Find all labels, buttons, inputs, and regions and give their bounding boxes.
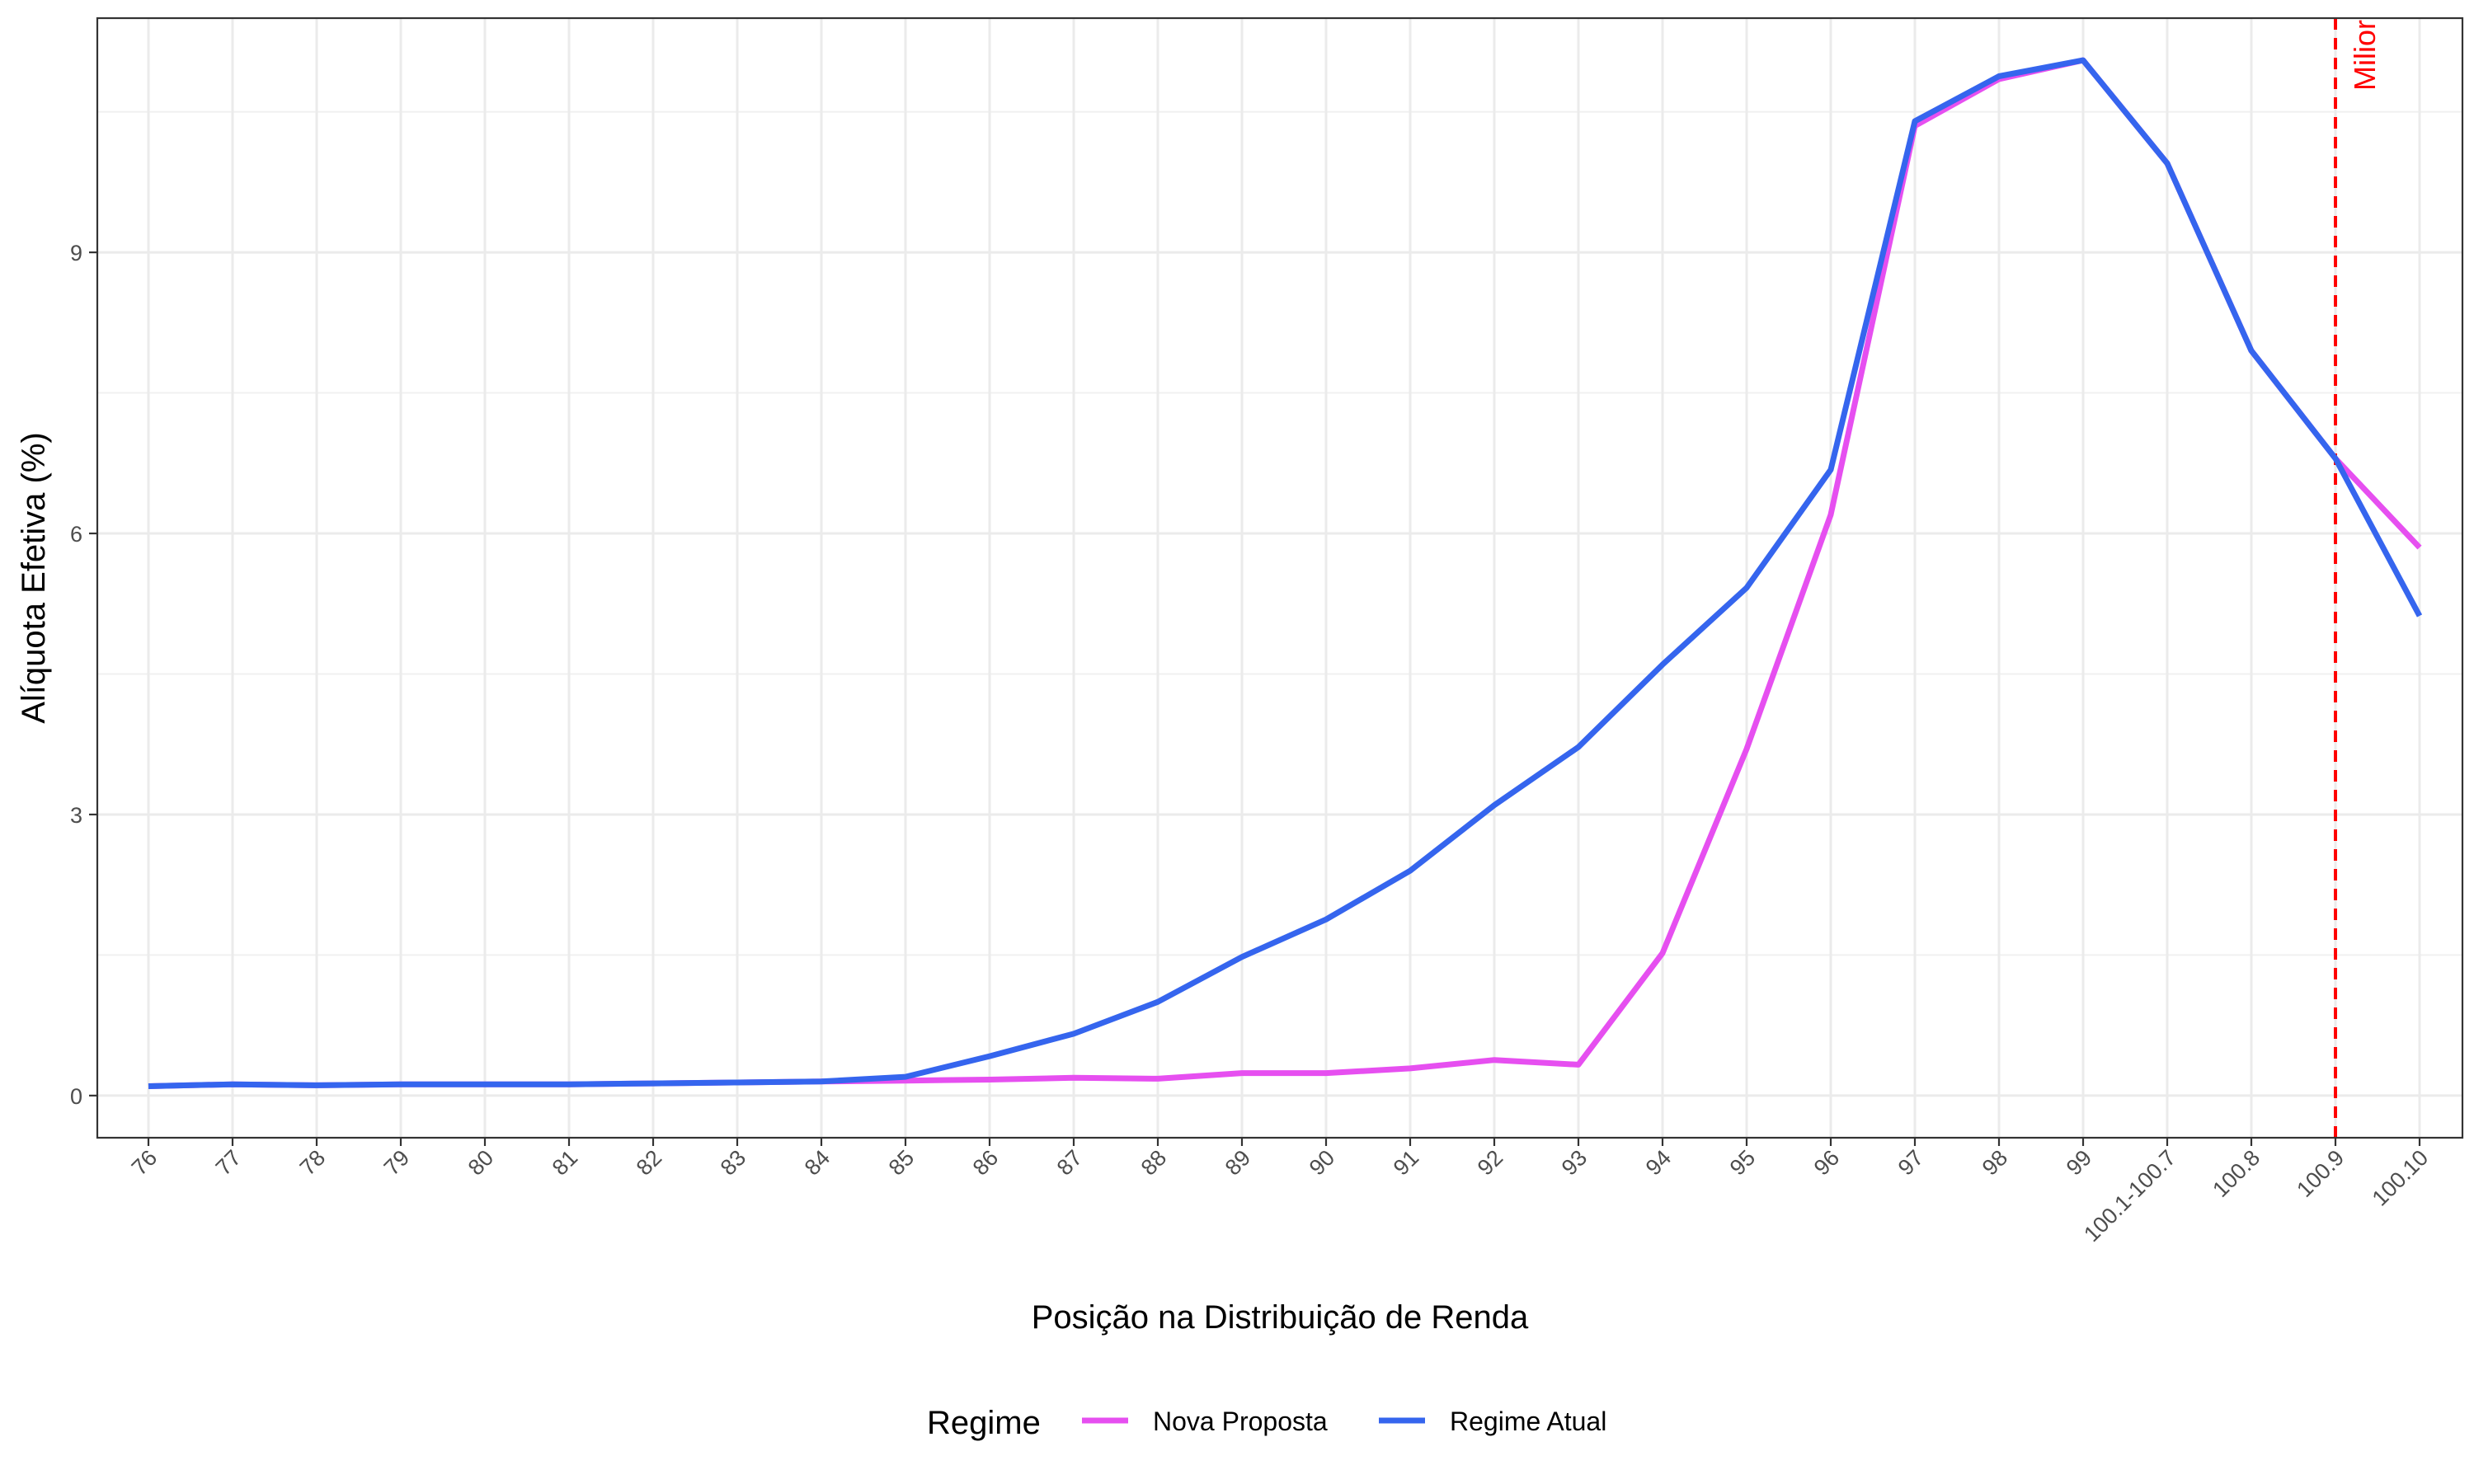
annotation-vline-group: Milior [2334,18,2382,1138]
plot-panel [97,18,2462,1138]
legend-label-1: Regime Atual [1450,1407,1606,1436]
x-tick-label: 96 [1809,1145,1844,1180]
x-tick-label: 77 [211,1145,246,1180]
plot-border [96,16,2464,1139]
x-tick-label: 93 [1557,1145,1592,1180]
x-tick-label: 89 [1221,1145,1255,1180]
x-tick-label: 85 [884,1145,919,1180]
x-tick-label: 76 [127,1145,162,1180]
grid-minor [97,110,2462,956]
grid-major [97,18,2462,1138]
annotation-label: Milior [2348,20,2382,91]
x-tick-label: 86 [968,1145,1003,1180]
x-axis-title: Posição na Distribuição de Renda [1032,1299,1529,1336]
legend-title: Regime [927,1405,1041,1441]
x-tick-label: 100.10 [2368,1145,2434,1211]
x-tick-label: 100.1-100.7 [2079,1145,2180,1247]
legend: Regime Nova Proposta Regime Atual [927,1405,1606,1441]
x-tick-label: 94 [1641,1145,1676,1180]
y-tick-label: 6 [70,522,82,547]
x-tick-label: 79 [379,1145,414,1180]
x-axis: 76 77 78 79 80 81 82 83 84 85 86 87 88 89 90 91 92 93 94 95… [127,1138,2433,1247]
x-tick-label: 100.9 [2292,1145,2349,1202]
series-lines [148,57,2423,1089]
x-tick-label: 88 [1136,1145,1171,1180]
y-tick-label: 9 [70,241,82,265]
x-tick-label: 92 [1473,1145,1507,1180]
y-tick-label: 0 [70,1084,82,1109]
x-tick-label: 78 [295,1145,330,1180]
x-tick-label: 80 [463,1145,498,1180]
x-tick-label: 97 [1893,1145,1928,1180]
y-axis: 0 3 6 9 [70,241,97,1109]
x-tick-label: 98 [1978,1145,2012,1180]
x-tick-label: 99 [2062,1145,2096,1180]
x-tick-label: 95 [1725,1145,1760,1180]
x-tick-label: 87 [1052,1145,1087,1180]
y-tick-label: 3 [70,803,82,828]
x-tick-label: 91 [1389,1145,1423,1180]
y-axis-title: Alíquota Efetiva (%) [16,432,52,724]
x-tick-label: 100.8 [2208,1145,2265,1202]
legend-label-0: Nova Proposta [1153,1407,1328,1436]
x-tick-label: 82 [632,1145,666,1180]
series-line-1 [148,57,2423,1089]
x-tick-label: 90 [1305,1145,1339,1180]
x-tick-label: 83 [716,1145,750,1180]
x-tick-label: 84 [800,1145,835,1180]
x-tick-label: 81 [548,1145,582,1180]
